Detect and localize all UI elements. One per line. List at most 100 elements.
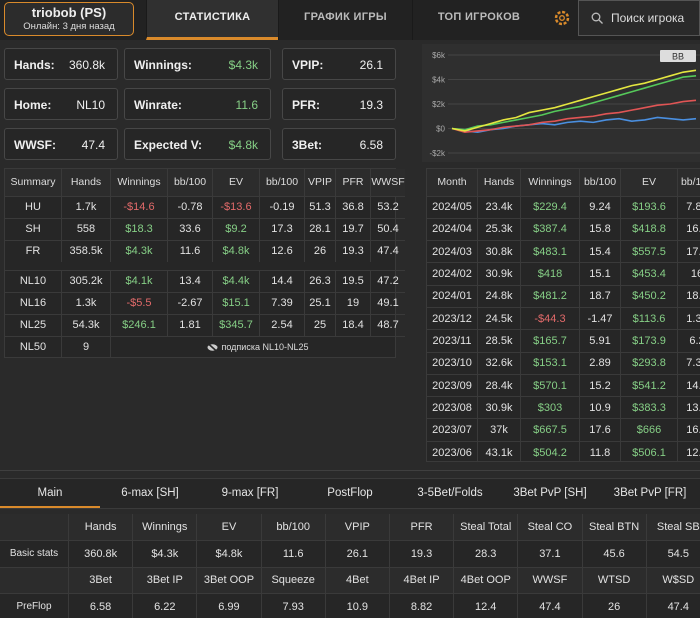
monthly-cell: 11.8	[579, 441, 621, 461]
summary-cell: 50.4	[370, 218, 405, 240]
monthly-cell: $483.1	[520, 240, 580, 263]
summary-cell: 36.8	[335, 196, 371, 218]
monthly-cell: 2023/09	[432, 379, 472, 392]
user-box[interactable]: triobob (PS) Онлайн: 3 дня назад	[4, 2, 134, 36]
monthly-cell: 2.89	[579, 352, 621, 375]
column-header: Winnings	[132, 514, 197, 541]
column-header: WWSF	[517, 567, 582, 594]
y-tick-label: $4k	[432, 76, 446, 85]
monthly-cell: $506.1	[620, 441, 678, 461]
details-tab[interactable]: 3-5Bet/Folds	[417, 487, 483, 499]
stat-card: Hands: 360.8k	[4, 48, 118, 80]
column-header: 3Bet OOP	[196, 567, 262, 594]
monthly-cell: 2023/10	[432, 357, 472, 370]
monthly-row: 2024/03 30.8k$483.115.4$557.517.8	[427, 240, 700, 263]
summary-row: FR 358.5k $4.3k 11.6 $4.8k 12.6 26 19.3 47.4	[5, 240, 405, 262]
details-cell: 10.9	[324, 593, 390, 618]
monthly-cell: 12.3	[677, 441, 700, 461]
column-header: EV	[620, 169, 678, 196]
stat-value: 6.58	[359, 138, 383, 152]
monthly-cell: 25.3k	[477, 218, 521, 241]
column-header: bb/100	[260, 514, 326, 541]
search-box[interactable]: Поиск игрока	[578, 0, 700, 36]
stat-value: $4.8k	[228, 138, 258, 152]
row-label: Basic stats	[9, 548, 59, 560]
summary-cell: 25.1	[304, 292, 336, 314]
settings-icon[interactable]	[553, 9, 571, 27]
details-tab[interactable]: PostFlop	[327, 487, 373, 499]
summary-cell: -2.67	[167, 292, 213, 314]
monthly-row: 2023/10 32.6k$153.12.89$293.87.33	[427, 352, 700, 375]
monthly-cell: 24.5k	[477, 307, 521, 330]
gear-hole	[559, 15, 565, 21]
summary-cell: -0.78	[167, 196, 213, 218]
summary-cell: 54.3k	[61, 314, 111, 336]
details-cell: $4.3k	[132, 540, 197, 567]
details-cell: 47.4	[517, 593, 582, 618]
monthly-cell: 7.88	[677, 196, 700, 219]
summary-cell: 53.2	[370, 196, 405, 218]
monthly-cell: 17.8	[677, 240, 700, 263]
details-tab[interactable]: 6-max [SH]	[121, 487, 179, 499]
monthly-cell: $165.7	[520, 329, 580, 353]
column-header: Month	[437, 176, 467, 189]
column-header: 4Bet IP	[388, 567, 454, 594]
summary-cell: 358.5k	[61, 240, 111, 262]
details-tab[interactable]: Main	[0, 479, 100, 508]
monthly-cell: 30.8k	[477, 240, 521, 263]
monthly-row: 2024/04 25.3k$387.415.8$418.816.9	[427, 218, 700, 241]
monthly-cell: 9.24	[579, 196, 621, 219]
y-tick-label: $2k	[432, 100, 446, 109]
monthly-cell: 2023/12	[432, 312, 472, 325]
details-cell: $4.8k	[196, 540, 262, 567]
monthly-cell: $418.8	[620, 218, 678, 241]
summary-cell: 7.39	[259, 292, 305, 314]
monthly-cell: 15.2	[579, 374, 621, 397]
stat-label: Expected V:	[134, 138, 203, 152]
summary-cell: 26	[304, 240, 336, 262]
summary-cell: 1.81	[167, 314, 213, 336]
monthly-cell: $293.8	[620, 352, 678, 375]
summary-cell: 305.2k	[61, 270, 111, 292]
monthly-cell: 1.32	[677, 307, 700, 330]
monthly-cell: 17.6	[579, 418, 621, 442]
monthly-cell: 18.2	[677, 285, 700, 308]
nav-tab[interactable]: ТОП ИГРОКОВ	[412, 0, 545, 40]
y-tick-label: $0	[436, 125, 445, 134]
column-header: bb/100	[167, 169, 213, 196]
summary-cell: NL25	[19, 319, 47, 331]
summary-cell: 49.1	[370, 292, 405, 314]
stat-label: Winrate:	[134, 98, 182, 112]
nav-tab[interactable]: ГРАФИК ИГРЫ	[278, 0, 412, 40]
monthly-cell: 6.2	[677, 329, 700, 353]
stat-card: Expected V: $4.8k	[124, 128, 271, 160]
monthly-cell: $541.2	[620, 374, 678, 397]
nav-tab[interactable]: СТАТИСТИКА	[146, 0, 278, 40]
toggle-button	[660, 50, 696, 62]
column-header: bb/100	[579, 169, 621, 196]
monthly-cell: $418	[520, 262, 580, 286]
summary-row: NL16 1.3k -$5.5 -2.67 $15.1 7.39 25.1 19 49.1	[5, 292, 405, 314]
series-line	[451, 69, 697, 132]
monthly-cell: 32.6k	[477, 352, 521, 375]
monthly-row: 2024/05 23.4k$229.49.24$193.67.88	[427, 196, 700, 219]
details-cell: 6.22	[132, 593, 197, 618]
column-header: Hands	[477, 169, 521, 196]
monthly-row: 2023/06 43.1k$504.211.8$506.112.3	[427, 441, 700, 461]
details-tab[interactable]: 3Bet PvP [FR]	[613, 487, 687, 499]
column-header: bb/100	[677, 169, 700, 196]
summary-cell: HU	[25, 201, 41, 213]
column-header: Steal BTN	[581, 514, 647, 541]
details-tab[interactable]: 3Bet PvP [SH]	[513, 487, 587, 499]
stat-card: Home: NL10	[4, 88, 118, 120]
details-tab[interactable]: 9-max [FR]	[221, 487, 279, 499]
monthly-cell: 24.8k	[477, 285, 521, 308]
summary-cell: NL50	[19, 341, 47, 354]
summary-cell: 28.1	[304, 218, 336, 240]
monthly-cell: $153.1	[520, 352, 580, 375]
summary-row: NL50 9 подписка NL10-NL25	[5, 336, 405, 358]
monthly-panel: MonthHandsWinningsbb/100EVbb/1002024/052…	[426, 168, 700, 462]
stat-label: 3Bet:	[292, 138, 323, 152]
